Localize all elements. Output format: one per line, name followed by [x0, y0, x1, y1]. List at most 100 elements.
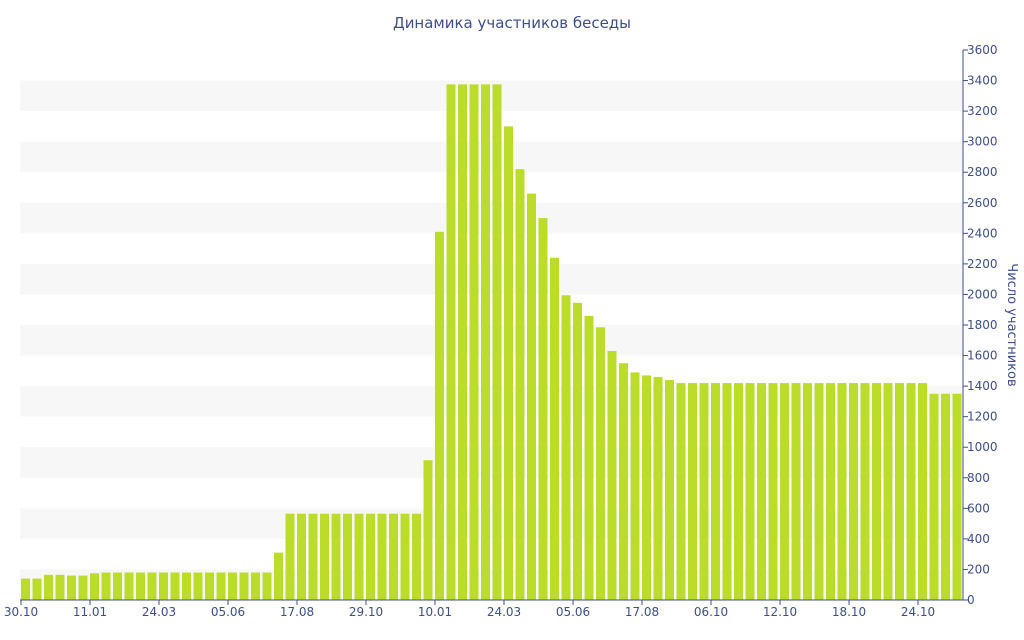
bar	[883, 383, 893, 600]
bar	[768, 383, 778, 600]
bar	[584, 315, 594, 600]
y-tick-label: 2800	[967, 165, 998, 179]
bar	[446, 84, 456, 600]
x-tick-label: 24.03	[142, 605, 176, 619]
bar	[297, 513, 306, 600]
y-tick-label: 3600	[967, 43, 998, 57]
y-tick-label: 1600	[967, 349, 998, 363]
bar	[21, 578, 30, 600]
x-tick-label: 05.06	[211, 605, 245, 619]
bar	[745, 383, 755, 600]
bar	[90, 573, 99, 600]
bar	[561, 295, 571, 600]
bar	[377, 513, 387, 600]
x-tick-label: 12.10	[763, 605, 797, 619]
bar	[918, 383, 927, 600]
bar	[458, 84, 467, 600]
bar	[366, 513, 375, 600]
bar	[32, 578, 42, 600]
y-tick-label: 2400	[967, 226, 998, 240]
grid-band	[20, 325, 963, 356]
grid-band	[20, 202, 963, 234]
y-tick-label: 3000	[967, 135, 998, 149]
bar	[389, 513, 398, 600]
x-tick-label: 06.10	[694, 605, 728, 619]
x-tick-label: 17.08	[625, 605, 659, 619]
bar	[699, 383, 709, 600]
grid-band	[20, 263, 963, 295]
bar	[906, 383, 916, 600]
bar	[262, 572, 272, 600]
x-tick-label: 30.10	[4, 605, 38, 619]
bar	[676, 383, 686, 600]
x-tick-label: 18.10	[832, 605, 866, 619]
x-tick-label: 11.01	[73, 605, 107, 619]
bar	[630, 372, 640, 600]
bar	[239, 572, 249, 600]
bar	[538, 218, 548, 601]
y-axis-label: Число участников	[1004, 263, 1019, 386]
x-tick-label: 10.01	[418, 605, 452, 619]
bar	[101, 572, 111, 600]
y-tick-label: 0	[967, 593, 975, 607]
x-tick-label: 05.06	[556, 605, 590, 619]
bar	[469, 84, 479, 600]
bar	[113, 572, 122, 600]
bar	[504, 126, 513, 600]
y-tick-label: 1200	[967, 410, 998, 424]
y-tick-label: 800	[967, 471, 990, 485]
y-tick-label: 600	[967, 501, 990, 515]
bar	[780, 383, 789, 600]
grid-band	[20, 80, 963, 112]
x-tick-label: 24.10	[901, 605, 935, 619]
bar	[929, 393, 939, 600]
bar	[837, 383, 847, 600]
y-tick-label: 2000	[967, 287, 998, 301]
bar	[285, 513, 295, 600]
bar	[941, 393, 950, 600]
bar	[642, 375, 651, 600]
bar	[952, 393, 962, 600]
y-tick-label: 1000	[967, 440, 998, 454]
y-tick-label: 1800	[967, 318, 998, 332]
bar	[412, 513, 421, 600]
bar	[860, 383, 870, 600]
bar	[251, 572, 260, 600]
bar	[492, 84, 502, 600]
bar	[44, 574, 53, 600]
grid-band	[20, 141, 963, 173]
bar	[423, 460, 433, 600]
bar	[814, 383, 824, 600]
y-ticks-group: 0 200 400 600 800 1000 1200 1400 1600 1800 2000 220…	[963, 43, 998, 607]
bar	[653, 376, 663, 600]
bar	[573, 302, 582, 600]
y-tick-label: 1400	[967, 379, 998, 393]
y-tick-label: 400	[967, 532, 990, 546]
bar	[711, 383, 720, 600]
x-tick-label: 17.08	[280, 605, 314, 619]
bar	[400, 513, 410, 600]
bar	[872, 383, 881, 600]
bar	[331, 513, 341, 600]
bar	[550, 257, 559, 600]
bar	[688, 383, 697, 600]
bar	[216, 572, 226, 600]
bar	[734, 383, 743, 600]
bar	[481, 84, 490, 600]
bar	[274, 552, 283, 600]
bar	[228, 572, 237, 600]
bar	[757, 383, 766, 600]
x-ticks-group: 30.10 11.01 24.03 05.06 17.08 29.10 10.01 24.03…	[4, 600, 935, 619]
bar	[803, 383, 812, 600]
bars-group	[21, 84, 962, 601]
bar	[722, 383, 732, 600]
bar	[435, 231, 444, 601]
bar	[849, 383, 858, 600]
bar	[193, 572, 203, 600]
bar	[136, 572, 145, 600]
bar	[607, 350, 617, 600]
bar	[182, 572, 191, 600]
bar	[354, 513, 364, 600]
y-tick-label: 200	[967, 562, 990, 576]
